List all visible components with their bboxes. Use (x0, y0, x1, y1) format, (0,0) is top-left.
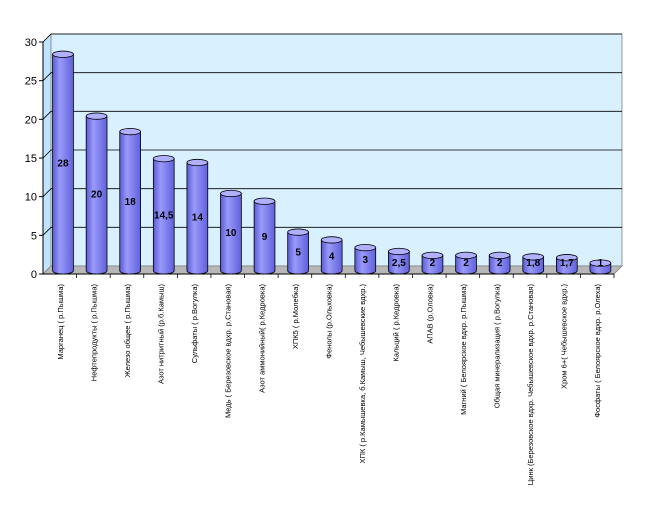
bar-top-10 (354, 244, 377, 252)
bar-10 (354, 247, 377, 275)
gridline (42, 226, 622, 236)
category-label-4: Азот нитритный (р.б.Камыш) (157, 283, 166, 383)
bar-top-17 (589, 259, 612, 267)
data-label-1: 28 (57, 159, 69, 170)
bar-top-1 (52, 50, 74, 58)
y-tick-label: 0 (31, 269, 37, 281)
category-label-7: Азот аммонийный( р.Кедровка) (257, 284, 266, 393)
data-label-16: 1,7 (560, 258, 574, 269)
data-label-15: 1,8 (526, 258, 540, 269)
category-label-11: Кальций ( р.Кедровка) (392, 284, 401, 362)
gridline (42, 72, 622, 81)
category-label-16: Хром 6+( Чебышевское вдхр.) (560, 284, 569, 389)
data-label-17: 1 (598, 258, 604, 269)
bar-top-9 (320, 236, 343, 244)
bar-top-12 (421, 251, 444, 259)
bar-top-5 (186, 158, 209, 167)
data-label-12: 2 (430, 258, 436, 269)
bar-11 (388, 251, 410, 275)
bar-14 (488, 254, 511, 275)
bar-2 (85, 115, 108, 275)
category-label-12: АПАВ (р.Оловка) (425, 284, 434, 344)
gridline (42, 149, 622, 159)
data-label-6: 10 (225, 228, 237, 239)
category-label-5: Сульфаты ( р.Вогулка) (190, 284, 199, 364)
bar-5 (186, 162, 209, 275)
y-tick-label: 10 (25, 192, 37, 204)
bar-15 (522, 256, 545, 275)
bar-top-15 (522, 253, 545, 261)
category-label-17: Фосфаты ( Белоярское вдхр. р.Олеха) (593, 284, 602, 418)
bar-9 (320, 239, 343, 275)
bar-12 (421, 254, 444, 275)
data-label-2: 20 (91, 189, 103, 200)
data-label-8: 5 (295, 247, 301, 258)
gridline (42, 33, 622, 43)
category-label-2: Нефтепродукты ( р.Пышма) (89, 284, 98, 382)
data-label-9: 4 (329, 251, 335, 262)
data-label-11: 2,5 (392, 258, 406, 269)
bar-4 (152, 158, 175, 275)
gridline (42, 110, 622, 120)
bar-top-16 (556, 254, 578, 262)
bar-top-2 (85, 112, 108, 120)
data-label-13: 2 (463, 258, 469, 269)
data-label-5: 14 (192, 213, 204, 224)
bar-6 (220, 193, 242, 275)
bar-top-6 (220, 189, 242, 198)
bar-7 (253, 200, 276, 275)
category-label-8: ХПК5 ( р.Молебка) (291, 284, 300, 350)
bar-8 (287, 231, 309, 275)
bar-13 (455, 254, 477, 275)
bar-3 (119, 131, 141, 275)
category-label-10: ХПК ( р.Камышевка, б.Камыш, Чебышевские … (358, 284, 367, 464)
bar-top-7 (253, 197, 276, 205)
data-label-7: 9 (262, 232, 268, 243)
bar-top-14 (488, 251, 511, 259)
category-label-13: Магний ( Белоярское вдхр. р.Пышма) (459, 284, 468, 415)
bar-top-3 (119, 128, 141, 136)
y-tick-label: 5 (31, 230, 37, 242)
gridline (42, 188, 622, 197)
data-label-3: 18 (125, 197, 137, 208)
bar-top-13 (455, 251, 477, 259)
bar-16 (556, 257, 578, 275)
category-label-1: Марганец ( р.Пышма) (56, 284, 65, 360)
data-label-4: 14,5 (154, 211, 174, 222)
data-label-14: 2 (497, 258, 503, 269)
y-tick-label: 25 (25, 76, 37, 88)
bar-top-11 (388, 247, 410, 256)
category-label-15: Цинк (Березовское вдхр. Чебышевское вдхр… (526, 284, 535, 486)
data-label-10: 3 (363, 255, 369, 266)
bar-top-8 (287, 228, 309, 236)
category-label-6: Медь ( Березовское вдхр. р.Становая) (224, 284, 233, 419)
category-label-3: Железо общее ( р.Пышма) (123, 283, 132, 377)
category-label-14: Общая минерализация ( р.Вогулка) (492, 284, 501, 409)
y-tick-label: 30 (25, 37, 37, 49)
category-label-9: Фенолы (р.Ольховка) (325, 283, 334, 358)
bar-1 (52, 53, 74, 275)
y-tick-label: 20 (25, 114, 37, 126)
y-tick-label: 15 (25, 153, 37, 165)
bar-top-4 (152, 155, 175, 163)
